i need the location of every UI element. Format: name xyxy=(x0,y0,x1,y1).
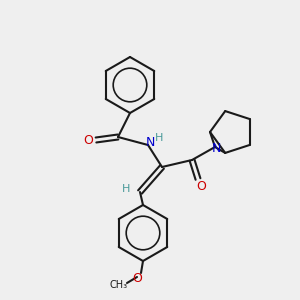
Text: CH₃: CH₃ xyxy=(110,280,128,290)
Text: O: O xyxy=(132,272,142,284)
Text: O: O xyxy=(196,181,206,194)
Text: H: H xyxy=(155,133,163,143)
Text: N: N xyxy=(145,136,155,148)
Text: O: O xyxy=(83,134,93,146)
Text: N: N xyxy=(211,142,221,155)
Text: H: H xyxy=(122,184,130,194)
